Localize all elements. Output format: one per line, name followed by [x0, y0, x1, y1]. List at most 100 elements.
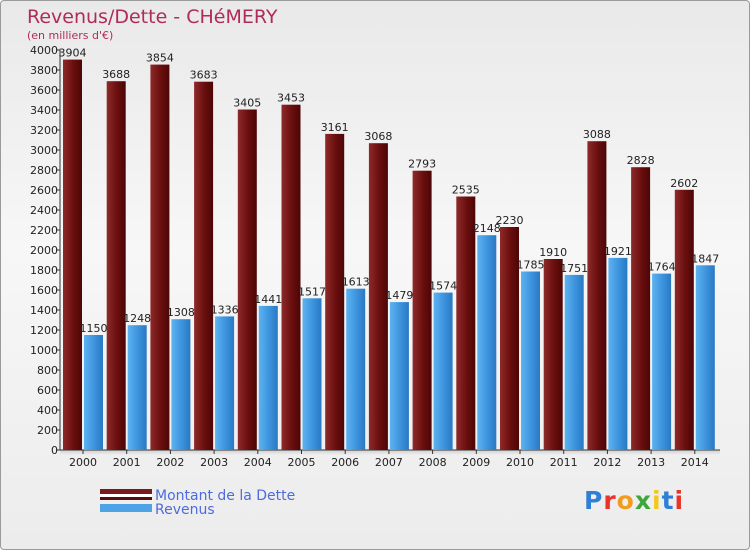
legend-label-revenus: Revenus [155, 502, 215, 518]
bar-revenus [389, 302, 409, 450]
legend-item-debt: Montant de la Dette [100, 488, 295, 504]
x-tick-label: 2011 [550, 456, 578, 469]
y-tick-label: 400 [37, 404, 58, 417]
value-label-debt: 3688 [102, 68, 130, 81]
bar-revenus [608, 257, 628, 450]
y-tick-label: 800 [37, 364, 58, 377]
logo-letter: o [616, 486, 635, 515]
bar-revenus [258, 305, 278, 450]
y-tick-label: 1000 [30, 344, 58, 357]
value-label-debt: 3904 [59, 47, 87, 60]
y-tick-label: 3400 [30, 104, 58, 117]
legend-swatch-debt-base [100, 497, 152, 500]
y-tick-label: 1400 [30, 304, 58, 317]
bar-debt [106, 81, 126, 450]
value-label-revenus: 1517 [298, 285, 326, 298]
x-tick-label: 2004 [244, 456, 272, 469]
chart-subtitle: (en milliers d'€) [27, 29, 114, 42]
legend-swatch-debt [100, 489, 152, 494]
bar-revenus [521, 271, 540, 450]
y-tick-label: 2000 [30, 244, 58, 257]
value-label-revenus: 1751 [560, 262, 588, 275]
bar-debt [543, 259, 563, 450]
bar-debt [631, 167, 651, 450]
bar-revenus [695, 265, 715, 450]
x-tick-label: 2012 [593, 456, 621, 469]
value-label-revenus: 2148 [473, 222, 501, 235]
x-tick-label: 2003 [200, 456, 228, 469]
logo-letter: x [634, 486, 652, 515]
value-label-debt: 3683 [190, 69, 218, 82]
bar-debt [150, 64, 170, 450]
logo-letter: i [674, 486, 685, 515]
bar-revenus [84, 335, 103, 450]
value-label-debt: 2602 [670, 177, 698, 190]
x-tick-label: 2013 [637, 456, 665, 469]
legend-item-revenus: Revenus [100, 502, 215, 518]
value-label-debt: 1910 [539, 246, 567, 259]
x-tick-label: 2005 [288, 456, 316, 469]
value-label-debt: 2230 [496, 214, 524, 227]
value-label-revenus: 1574 [429, 280, 457, 293]
proxiti-logo: Proxiti [584, 486, 684, 515]
y-tick-label: 600 [37, 384, 58, 397]
value-label-debt: 3405 [233, 97, 261, 110]
plot-floor [60, 450, 720, 455]
value-label-revenus: 1785 [517, 259, 545, 272]
x-tick-label: 2009 [462, 456, 490, 469]
y-tick-label: 1200 [30, 324, 58, 337]
bar-revenus [346, 288, 366, 450]
value-label-revenus: 1613 [342, 276, 370, 289]
axes: 0 200 400 600 800 1000 1200 1400 1600 1800 2000 220… [30, 44, 720, 469]
x-tick-label: 2008 [419, 456, 447, 469]
x-tick-label: 2007 [375, 456, 403, 469]
x-tick-label: 2000 [69, 456, 97, 469]
bar-debt [325, 133, 345, 450]
bar-revenus [477, 235, 497, 450]
bar-debt [587, 141, 607, 450]
value-label-debt: 2828 [627, 154, 655, 167]
logo-letter: i [652, 486, 662, 515]
bar-revenus [652, 273, 672, 450]
value-label-debt: 3068 [364, 130, 392, 143]
bar-revenus [171, 319, 191, 450]
value-label-debt: 3854 [146, 52, 174, 65]
y-tick-label: 2400 [30, 204, 58, 217]
value-label-revenus: 1248 [123, 312, 151, 325]
x-tick-label: 2001 [113, 456, 141, 469]
bar-debt [63, 59, 82, 450]
y-tick-label: 3600 [30, 84, 58, 97]
bar-debt [368, 143, 388, 450]
bar-debt [237, 109, 257, 450]
y-tick-label: 2600 [30, 184, 58, 197]
value-label-debt: 2793 [408, 158, 436, 171]
value-label-revenus: 1441 [254, 293, 282, 306]
value-label-debt: 3161 [321, 121, 349, 134]
x-tick-label: 2010 [506, 456, 534, 469]
value-label-debt: 3088 [583, 128, 611, 141]
legend-swatch-debt-mid [100, 494, 152, 497]
x-tick-label: 2014 [681, 456, 709, 469]
bar-debt [194, 81, 214, 450]
bar-revenus [127, 325, 147, 450]
y-tick-label: 2200 [30, 224, 58, 237]
value-label-revenus: 1336 [211, 303, 239, 316]
value-labels: 3904 1150 3688 1248 3854 1308 3683 1336 3405 1441… [59, 47, 720, 335]
bar-revenus [302, 298, 322, 450]
logo-letter: t [661, 486, 675, 515]
legend-label-debt: Montant de la Dette [155, 488, 295, 504]
value-label-revenus: 1308 [167, 306, 195, 319]
bar-debt [456, 196, 476, 450]
x-tick-label: 2002 [156, 456, 184, 469]
bars [63, 59, 715, 451]
y-tick-label: 200 [37, 424, 58, 437]
legend: Montant de la Dette Revenus [100, 488, 295, 518]
bar-revenus [564, 274, 584, 450]
value-label-revenus: 1921 [604, 245, 632, 258]
bar-debt [500, 227, 519, 450]
y-tick-label: 1600 [30, 284, 58, 297]
legend-swatch-revenus [100, 504, 152, 512]
x-tick-label: 2006 [331, 456, 359, 469]
value-label-debt: 3453 [277, 92, 305, 105]
